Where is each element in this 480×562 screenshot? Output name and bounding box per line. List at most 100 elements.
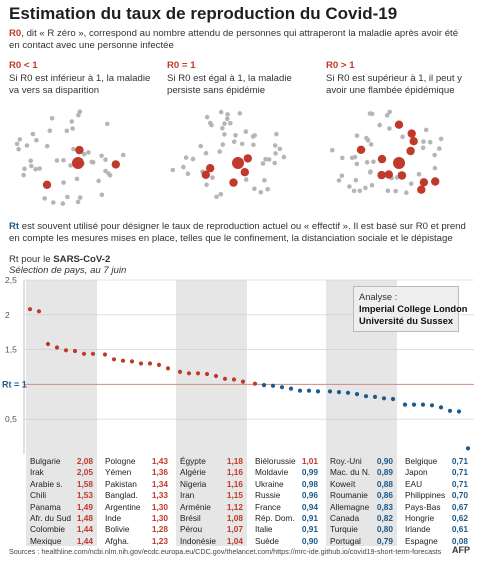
spread-dot <box>170 167 176 173</box>
spread-dot <box>28 158 33 164</box>
country-name: Portugal <box>330 535 361 546</box>
afp-logo: AFP <box>452 545 470 555</box>
table-row: Pays-Bas 0,67 <box>405 502 468 513</box>
rt-point <box>390 396 396 402</box>
spread-dot <box>105 121 110 127</box>
spread-dot <box>353 177 359 183</box>
rt-point <box>306 388 312 393</box>
table-column: Pologne 1,43 Yémen 1,36 Pakistan 1,34 Banglad.… <box>105 456 168 547</box>
rt-value: 1,18 <box>226 456 243 466</box>
spread-dot <box>14 141 20 147</box>
table-row: Philippines 0,70 <box>405 490 468 501</box>
country-name: Pologne <box>105 456 136 466</box>
intro-text: R0, dit « R zéro », correspond au nombre… <box>9 28 471 52</box>
rt-point <box>420 402 426 407</box>
spread-dot <box>393 188 399 194</box>
spread-infected-dot <box>431 177 440 186</box>
rt-value: 1,30 <box>151 513 168 524</box>
rt-value: 1,23 <box>151 535 168 546</box>
spread-dot <box>218 109 224 115</box>
rt-point <box>165 366 171 371</box>
table-column: Belgique 0,71 Japon 0,71 EAU 0,71 Philippines 0… <box>405 456 468 547</box>
spread-dot <box>222 121 227 126</box>
table-row: Yémen 1,36 <box>105 467 168 478</box>
spread-dot <box>22 166 27 172</box>
rt-line-label: Rt = 1 <box>2 379 27 389</box>
rt-point <box>90 351 96 356</box>
spread-dot <box>225 116 230 122</box>
country-name: Panama <box>30 501 61 512</box>
table-row: Russie 0,96 <box>255 490 318 501</box>
spread-dot <box>33 166 38 172</box>
rt-point <box>402 402 408 407</box>
table-row: Brésil 1,08 <box>180 513 243 524</box>
panel-1-text: Si R0 est inférieur à 1, la maladie va v… <box>9 73 151 96</box>
spread-dot <box>120 152 126 158</box>
rt-point <box>102 352 108 357</box>
chart-subtitle-prefix: Rt pour le <box>9 254 54 265</box>
spread-dot <box>272 160 278 166</box>
country-name: Suède <box>255 535 279 546</box>
spread-source-dot <box>72 157 84 169</box>
spread-infected-dot <box>201 170 210 179</box>
spread-dot <box>65 194 70 200</box>
rt-point <box>177 369 183 374</box>
spread-dot <box>368 142 374 147</box>
spread-dot <box>385 188 391 193</box>
spread-dot <box>371 159 376 165</box>
rt-point <box>231 377 237 382</box>
country-name: Ukraine <box>255 478 284 489</box>
table-row: Mac. du N. 0,89 <box>330 467 393 478</box>
table-row: Italie 0,91 <box>255 524 318 535</box>
rt-point <box>186 371 192 376</box>
rt-value: 0,88 <box>376 478 393 489</box>
spread-dot <box>21 172 26 178</box>
rt-value: 0,89 <box>376 467 393 478</box>
spread-dot <box>214 194 219 200</box>
spread-dot <box>82 151 87 157</box>
spread-dot <box>233 133 238 138</box>
rt-value: 2,05 <box>76 467 93 478</box>
rt-note: Rt est souvent utilisé pour désigner le … <box>9 221 475 245</box>
spread-dot <box>86 150 91 155</box>
spread-dot <box>44 143 50 149</box>
country-name: Arménie <box>180 501 211 512</box>
country-name: Égypte <box>180 456 206 466</box>
country-name: Mac. du N. <box>330 467 371 478</box>
intro-body: , dit « R zéro », correspond au nombre a… <box>9 28 459 51</box>
rt-value: 0,82 <box>376 513 393 524</box>
spread-dot <box>384 113 390 118</box>
rt-value: 0,96 <box>301 490 318 501</box>
table-row: Afgha. 1,23 <box>105 536 168 547</box>
spread-dot <box>427 139 433 145</box>
rt-value: 0,86 <box>376 490 393 501</box>
rt-value: 1,48 <box>76 513 93 524</box>
country-name: Brésil <box>180 513 201 524</box>
spread-dot <box>77 109 83 114</box>
rt-point <box>261 383 267 388</box>
rt-value: 1,04 <box>226 535 243 546</box>
rt-point <box>297 388 303 393</box>
table-row: Algérie 1,16 <box>180 467 243 478</box>
rt-value: 0,71 <box>451 467 468 478</box>
table-row: Banglad. 1,33 <box>105 490 168 501</box>
spread-dot <box>336 178 342 183</box>
spread-dot <box>265 187 271 192</box>
rt-point <box>429 403 435 408</box>
rt-value: 1,43 <box>151 456 168 466</box>
spread-dot <box>99 192 105 198</box>
y-tick-label: 2,5 <box>5 276 17 285</box>
panel-1-heading: R0 < 1 <box>9 60 38 71</box>
spread-dot <box>340 155 345 161</box>
country-name: Belgique <box>405 456 438 466</box>
table-row: Iran 1,15 <box>180 490 243 501</box>
table-row: Roumanie 0,86 <box>330 490 393 501</box>
table-column: Biélorussie 1,01 Moldavie 0,99 Ukraine 0,98 Ru… <box>255 456 318 547</box>
spread-dot <box>77 195 83 200</box>
spread-dot <box>387 109 393 115</box>
spread-dot <box>432 152 437 158</box>
spread-dot <box>237 111 243 116</box>
spread-dot <box>49 116 55 121</box>
spread-dot <box>239 141 245 147</box>
rt-point <box>372 394 378 399</box>
